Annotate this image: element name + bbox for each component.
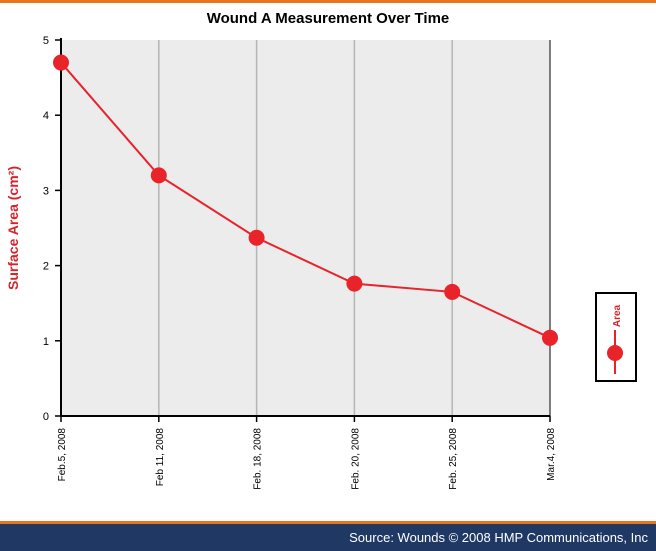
x-tick-label: Feb. 20, 2008 [350,428,361,490]
y-tick-label: 0 [43,411,49,423]
data-point [53,54,69,71]
y-axis-label: Surface Area (cm²) [5,166,21,290]
data-point [444,283,461,300]
series-line-area [60,61,551,339]
chart-title: Wound A Measurement Over Time [207,10,450,27]
x-tick-label: Feb. 25, 2008 [448,428,459,490]
legend: Area [595,292,637,382]
plot-area: 0 1 2 3 4 5 Feb.5, 2008 Feb 11, 2008 Feb. 18, 20… [43,35,558,490]
y-tick-label: 5 [43,35,49,47]
top-accent-rule [0,0,656,3]
y-tick-label: 4 [43,110,49,122]
x-tick-label: Mar.4, 2008 [546,428,557,481]
data-point [542,329,558,346]
plot-background [61,40,550,416]
y-tick-label: 2 [43,261,49,273]
data-point [248,229,265,246]
y-tick-label: 1 [43,336,49,348]
data-point [346,275,363,292]
legend-marker [607,345,623,361]
x-tick-label: Feb 11, 2008 [155,428,166,487]
legend-entry-area: Area [612,304,623,327]
source-text: Source: Wounds © 2008 HMP Communications… [349,530,648,545]
x-tick-label: Feb. 18, 2008 [253,428,264,490]
y-tick-label: 3 [43,185,49,197]
source-footer: Source: Wounds © 2008 HMP Communications… [0,521,656,551]
line-chart: Wound A Measurement Over Time Surface Ar… [5,10,637,490]
x-tick-label: Feb.5, 2008 [57,428,68,482]
data-point [150,167,167,184]
